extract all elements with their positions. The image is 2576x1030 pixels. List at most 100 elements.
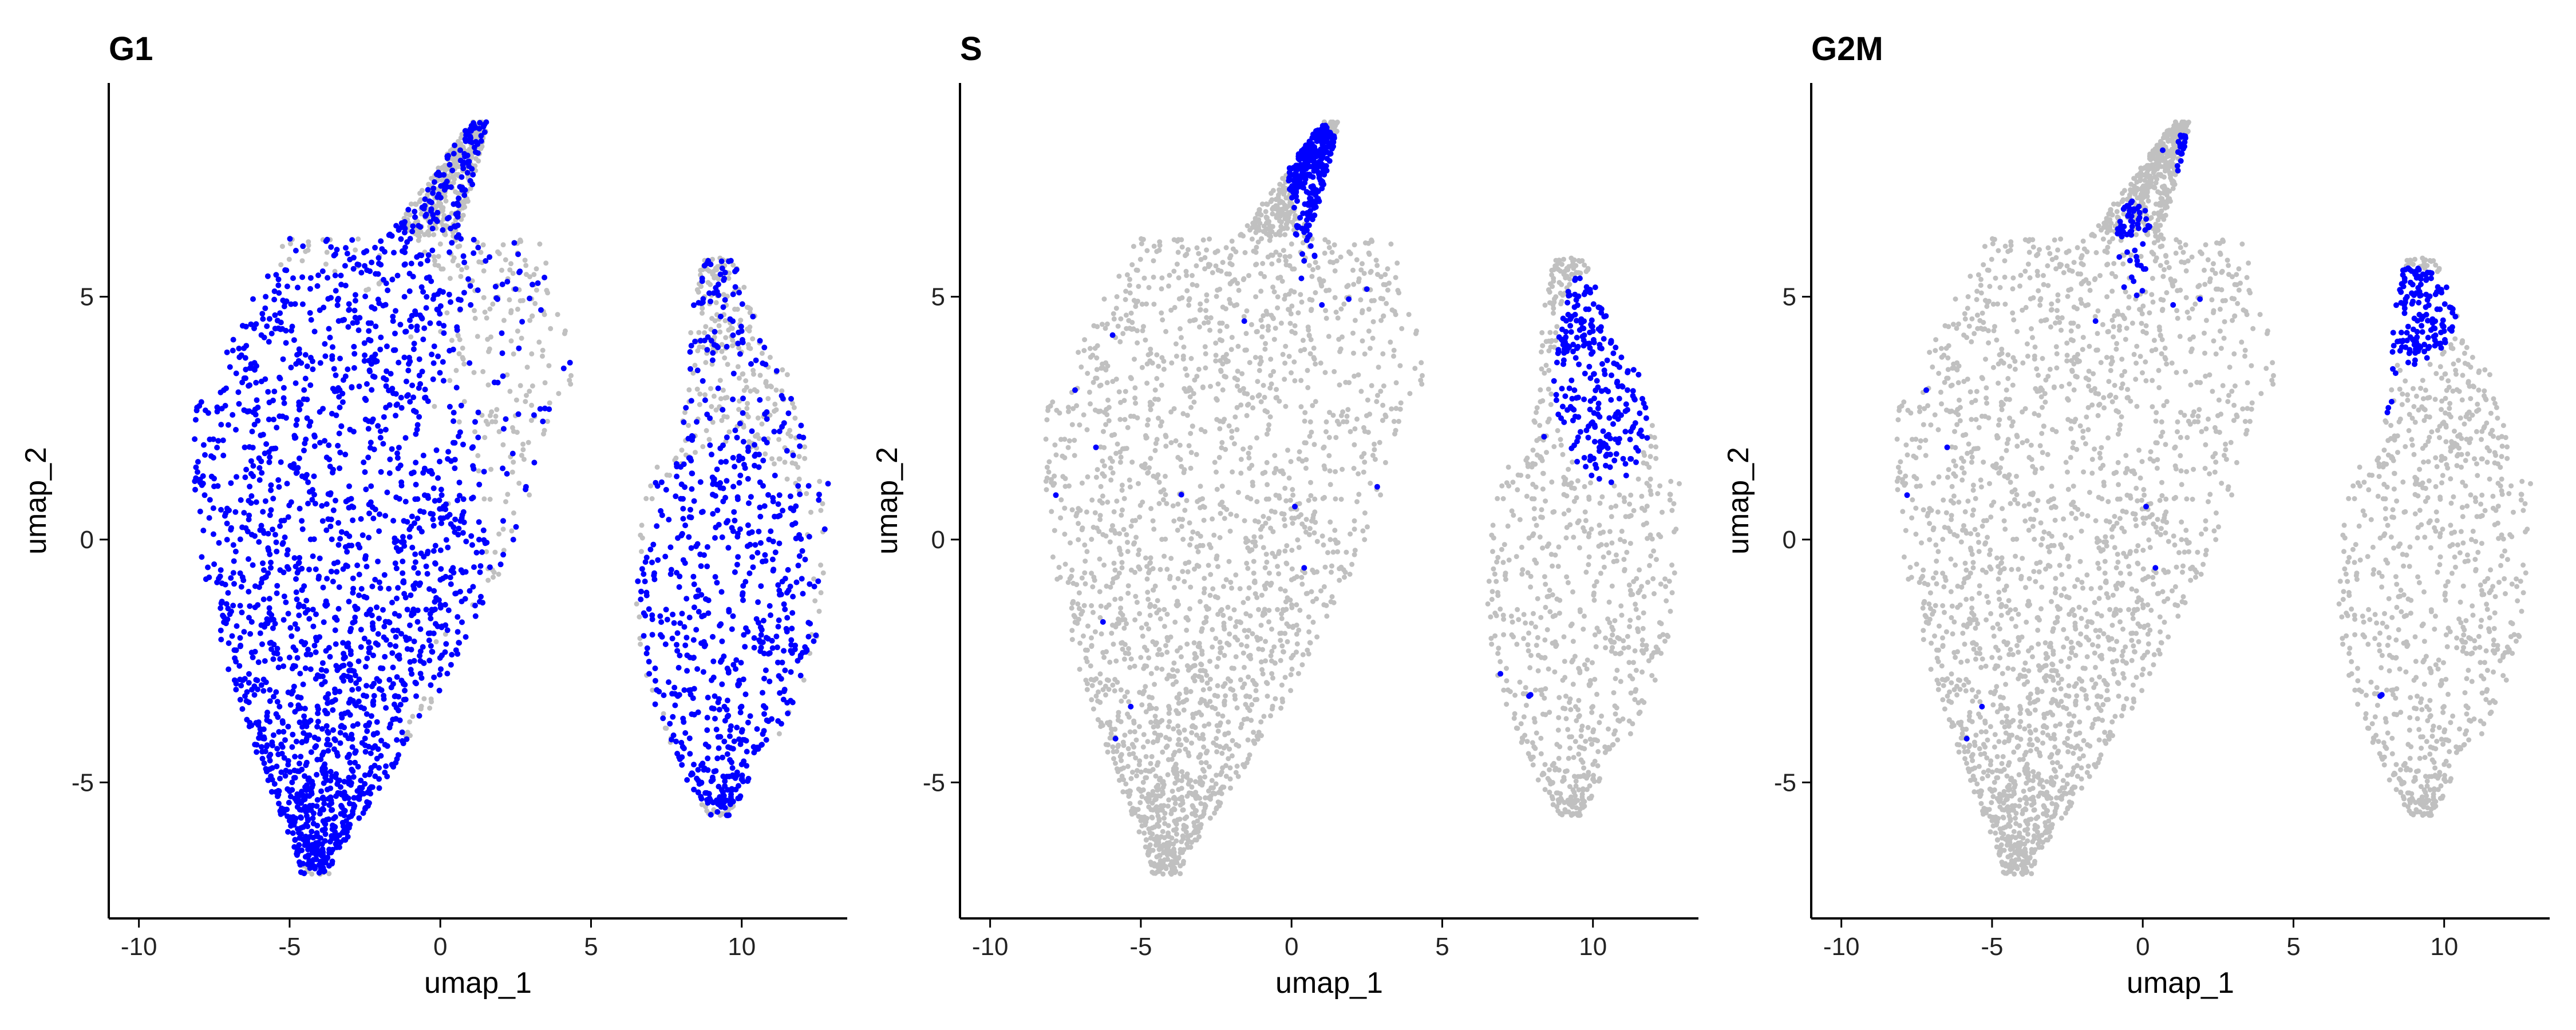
cell-point <box>527 492 532 498</box>
highlighted-cell-point <box>305 846 311 853</box>
cell-point <box>1139 702 1145 708</box>
highlighted-cell-point <box>271 417 276 423</box>
highlighted-cell-point <box>680 506 686 512</box>
highlighted-cell-point <box>299 739 305 746</box>
highlighted-cell-point <box>264 742 270 748</box>
cell-point <box>1201 744 1207 750</box>
cell-point <box>1247 613 1253 619</box>
cell-point <box>1136 481 1141 486</box>
highlighted-cell-point <box>339 399 346 405</box>
highlighted-cell-point <box>237 603 243 609</box>
cell-point <box>1202 344 1208 350</box>
highlighted-cell-point <box>451 569 457 576</box>
highlighted-cell-point <box>312 847 318 853</box>
cell-point <box>1152 682 1157 687</box>
cell-point <box>1127 290 1133 296</box>
highlighted-cell-point <box>390 518 397 524</box>
highlighted-cell-point <box>431 588 437 594</box>
highlighted-cell-point <box>761 503 768 509</box>
highlighted-cell-point <box>704 411 710 418</box>
cell-point <box>1240 446 1246 452</box>
highlighted-cell-point <box>757 479 763 485</box>
highlighted-cell-point <box>366 534 372 541</box>
highlighted-cell-point <box>302 610 309 616</box>
highlighted-cell-point <box>273 711 279 717</box>
cell-point <box>1372 298 1377 303</box>
highlighted-cell-point <box>354 562 361 568</box>
highlighted-cell-point <box>330 727 336 733</box>
cell-point <box>440 177 445 183</box>
highlighted-cell-point <box>215 483 221 489</box>
highlighted-cell-point <box>499 330 505 336</box>
cell-point <box>1229 585 1234 591</box>
highlighted-cell-point <box>232 548 239 554</box>
highlighted-cell-point <box>248 649 255 656</box>
highlighted-cell-point <box>226 640 232 646</box>
cell-point <box>1195 530 1200 536</box>
cell-point <box>1256 730 1262 735</box>
cell-point <box>1133 755 1139 760</box>
highlighted-cell-point <box>409 671 415 677</box>
highlighted-cell-point <box>349 542 355 549</box>
cell-point <box>1151 837 1157 842</box>
highlighted-cell-point <box>286 566 292 572</box>
highlighted-cell-point <box>714 809 721 815</box>
highlighted-cell-point <box>248 321 254 327</box>
highlighted-cell-point <box>235 389 242 395</box>
highlighted-cell-point <box>248 722 254 728</box>
panel-s: S -10 -5 0 5 10-505 umap_1 umap_2 <box>871 30 1698 1000</box>
cell-point <box>1282 485 1288 491</box>
highlighted-cell-point <box>788 637 795 643</box>
highlighted-cell-point <box>304 793 310 799</box>
cell-point <box>534 266 539 272</box>
cell-point <box>1187 520 1192 526</box>
highlighted-cell-point <box>465 276 471 282</box>
cell-point <box>507 389 513 394</box>
highlighted-cell-point <box>475 434 481 441</box>
cell-point <box>1253 355 1258 360</box>
cell-point <box>1089 603 1095 608</box>
highlighted-cell-point <box>689 770 695 777</box>
highlighted-cell-point <box>285 762 291 768</box>
highlighted-cell-point <box>716 745 722 751</box>
highlighted-cell-point <box>684 668 690 674</box>
highlighted-cell-point <box>797 491 803 497</box>
cell-point <box>1118 596 1124 601</box>
highlighted-cell-point <box>400 680 406 686</box>
highlighted-cell-point <box>265 530 271 537</box>
highlighted-cell-point <box>341 837 347 843</box>
highlighted-cell-point <box>690 695 696 702</box>
highlighted-cell-point <box>291 683 297 690</box>
highlighted-cell-point <box>292 754 298 760</box>
highlighted-cell-point <box>361 635 368 641</box>
highlighted-cell-point <box>704 544 710 550</box>
highlighted-cell-point <box>311 810 317 817</box>
highlighted-cell-point <box>271 694 276 700</box>
highlighted-cell-point <box>202 492 208 498</box>
cell-point <box>1268 373 1274 378</box>
cell-point <box>299 258 305 264</box>
highlighted-cell-point <box>398 631 404 637</box>
highlighted-cell-point <box>407 622 413 628</box>
cell-point <box>638 641 643 647</box>
cell-point <box>1292 323 1298 328</box>
highlighted-cell-point <box>370 516 377 521</box>
highlighted-cell-point <box>429 648 435 655</box>
highlighted-cell-point <box>366 771 373 778</box>
highlighted-cell-point <box>712 574 718 580</box>
highlighted-cell-point <box>380 607 386 613</box>
highlighted-cell-point <box>721 653 727 659</box>
highlighted-cell-point <box>290 830 296 836</box>
cell-point <box>1341 419 1346 425</box>
highlighted-cell-point <box>349 237 355 243</box>
cell-point <box>1235 280 1240 286</box>
highlighted-cell-point <box>510 537 516 542</box>
highlighted-cell-point <box>416 712 422 719</box>
cell-point <box>1085 647 1090 653</box>
highlighted-cell-point <box>651 576 658 583</box>
highlighted-cell-point <box>638 588 644 595</box>
highlighted-cell-point <box>673 493 679 500</box>
cell-point <box>1230 469 1235 475</box>
highlighted-cell-point <box>271 641 277 648</box>
highlighted-cell-point <box>499 350 505 356</box>
